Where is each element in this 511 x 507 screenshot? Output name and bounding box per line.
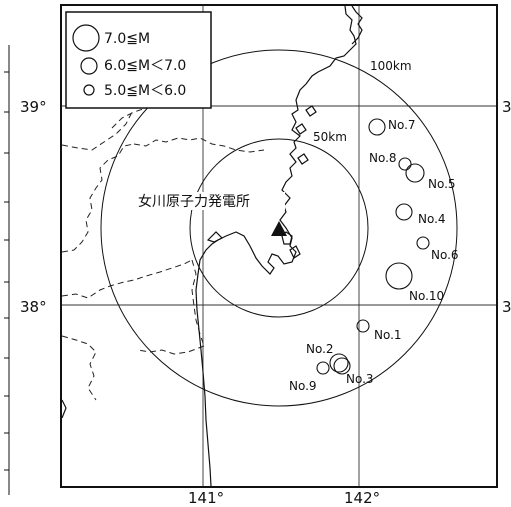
magnitude-legend: 7.0≦M 6.0≦M＜7.0 5.0≦M＜6.0 [65, 11, 212, 109]
epicenter-label-no9: No.9 [289, 379, 317, 393]
epicenter-no10 [385, 262, 413, 290]
epicenter-no7 [368, 118, 386, 136]
epicenter-label-no10: No.10 [409, 289, 444, 303]
epicenter-label-no8: No.8 [369, 151, 397, 165]
range-ring-50km [189, 138, 369, 318]
prefecture-boundaries [61, 105, 265, 401]
epicenter-no1 [356, 319, 370, 333]
range-label-50km: 50km [313, 130, 347, 144]
epicenter-no3 [333, 357, 351, 375]
legend-small-symbol [83, 84, 95, 96]
epicenter-no8 [398, 157, 412, 171]
epicenter-no2 [329, 353, 349, 373]
epicenter-label-no1: No.1 [374, 328, 402, 342]
lat-label-38: 38° [20, 298, 47, 316]
site-triangle-icon [271, 221, 287, 236]
legend-large-label: 7.0≦M [104, 31, 150, 47]
epicenter-labels: No.7 No.8 No.5 No.4 No.6 No.10 No.1 No.2… [289, 118, 459, 393]
legend-small-label: 5.0≦M＜6.0 [104, 83, 186, 99]
legend-large-symbol [72, 24, 100, 52]
lat-label-39-right: 3 [502, 98, 511, 116]
legend-box [65, 11, 212, 109]
lon-label-142: 142° [344, 489, 380, 507]
site-label: 女川原子力発電所 [138, 193, 250, 210]
epicenter-no5 [405, 163, 425, 183]
epicenter-label-no5: No.5 [428, 177, 456, 191]
coastline [61, 5, 363, 487]
epicenter-label-no4: No.4 [418, 212, 446, 226]
epicenter-label-no7: No.7 [388, 118, 416, 132]
range-label-100km: 100km [370, 59, 412, 73]
lon-label-141: 141° [188, 489, 224, 507]
legend-medium-symbol [80, 57, 98, 75]
epicenter-no9 [316, 361, 330, 375]
left-scale-fragment [4, 45, 10, 495]
epicenter-no4 [395, 203, 413, 221]
epicenter-no6 [416, 236, 430, 250]
lat-label-38-right: 3 [502, 298, 511, 316]
power-station-site: 女川原子力発電所 [135, 192, 287, 236]
epicenters [316, 118, 430, 375]
lat-label-39: 39° [20, 98, 47, 116]
map-frame [60, 4, 498, 488]
epicenter-label-no6: No.6 [431, 248, 459, 262]
range-ring-100km [100, 49, 458, 407]
legend-medium-label: 6.0≦M＜7.0 [104, 58, 186, 74]
epicenter-label-no2: No.2 [306, 342, 334, 356]
epicenter-label-no3: No.3 [346, 372, 374, 386]
